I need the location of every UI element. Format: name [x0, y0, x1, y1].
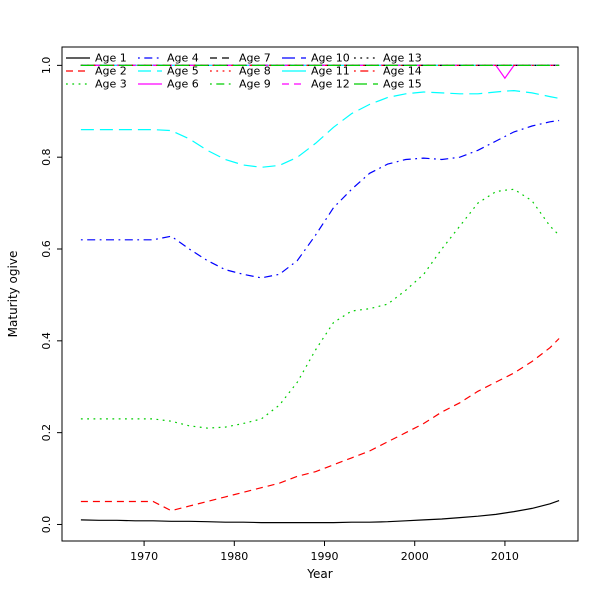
legend-label-age-2: Age 2: [95, 65, 127, 78]
series-line-age-4: [80, 119, 560, 279]
x-axis-title: Year: [306, 567, 332, 581]
legend-label-age-14: Age 14: [383, 65, 422, 78]
y-tick-label: 0.2: [40, 424, 53, 442]
y-tick-label: 0.4: [40, 332, 53, 350]
y-tick-label: 0.8: [40, 148, 53, 166]
y-tick-label: 0.0: [40, 516, 53, 534]
y-tick-label: 0.6: [40, 240, 53, 258]
legend-label-age-6: Age 6: [167, 78, 199, 91]
series-line-age-3: [80, 188, 560, 429]
legend-label-age-12: Age 12: [311, 78, 350, 91]
x-tick-label: 1980: [220, 550, 248, 563]
plot-box: [61, 46, 579, 542]
legend-label-age-11: Age 11: [311, 65, 350, 78]
legend-label-age-4: Age 4: [167, 52, 199, 65]
legend-label-age-1: Age 1: [95, 52, 127, 65]
legend-label-age-9: Age 9: [239, 78, 271, 91]
series-line-age-1: [80, 500, 560, 524]
legend-label-age-13: Age 13: [383, 52, 422, 65]
legend-label-age-7: Age 7: [239, 52, 271, 65]
legend-label-age-8: Age 8: [239, 65, 271, 78]
legend-label-age-15: Age 15: [383, 78, 422, 91]
x-tick-label: 2010: [491, 550, 519, 563]
legend-label-age-10: Age 10: [311, 52, 350, 65]
legend-label-age-3: Age 3: [95, 78, 127, 91]
series-line-age-2: [80, 338, 560, 512]
x-tick-label: 2000: [401, 550, 429, 563]
legend-label-age-5: Age 5: [167, 65, 199, 78]
y-axis-title: Maturity ogive: [6, 251, 20, 338]
x-tick-label: 1970: [130, 550, 158, 563]
series-line-age-5: [80, 89, 560, 168]
y-tick-label: 1.0: [40, 57, 53, 75]
x-tick-label: 1990: [311, 550, 339, 563]
